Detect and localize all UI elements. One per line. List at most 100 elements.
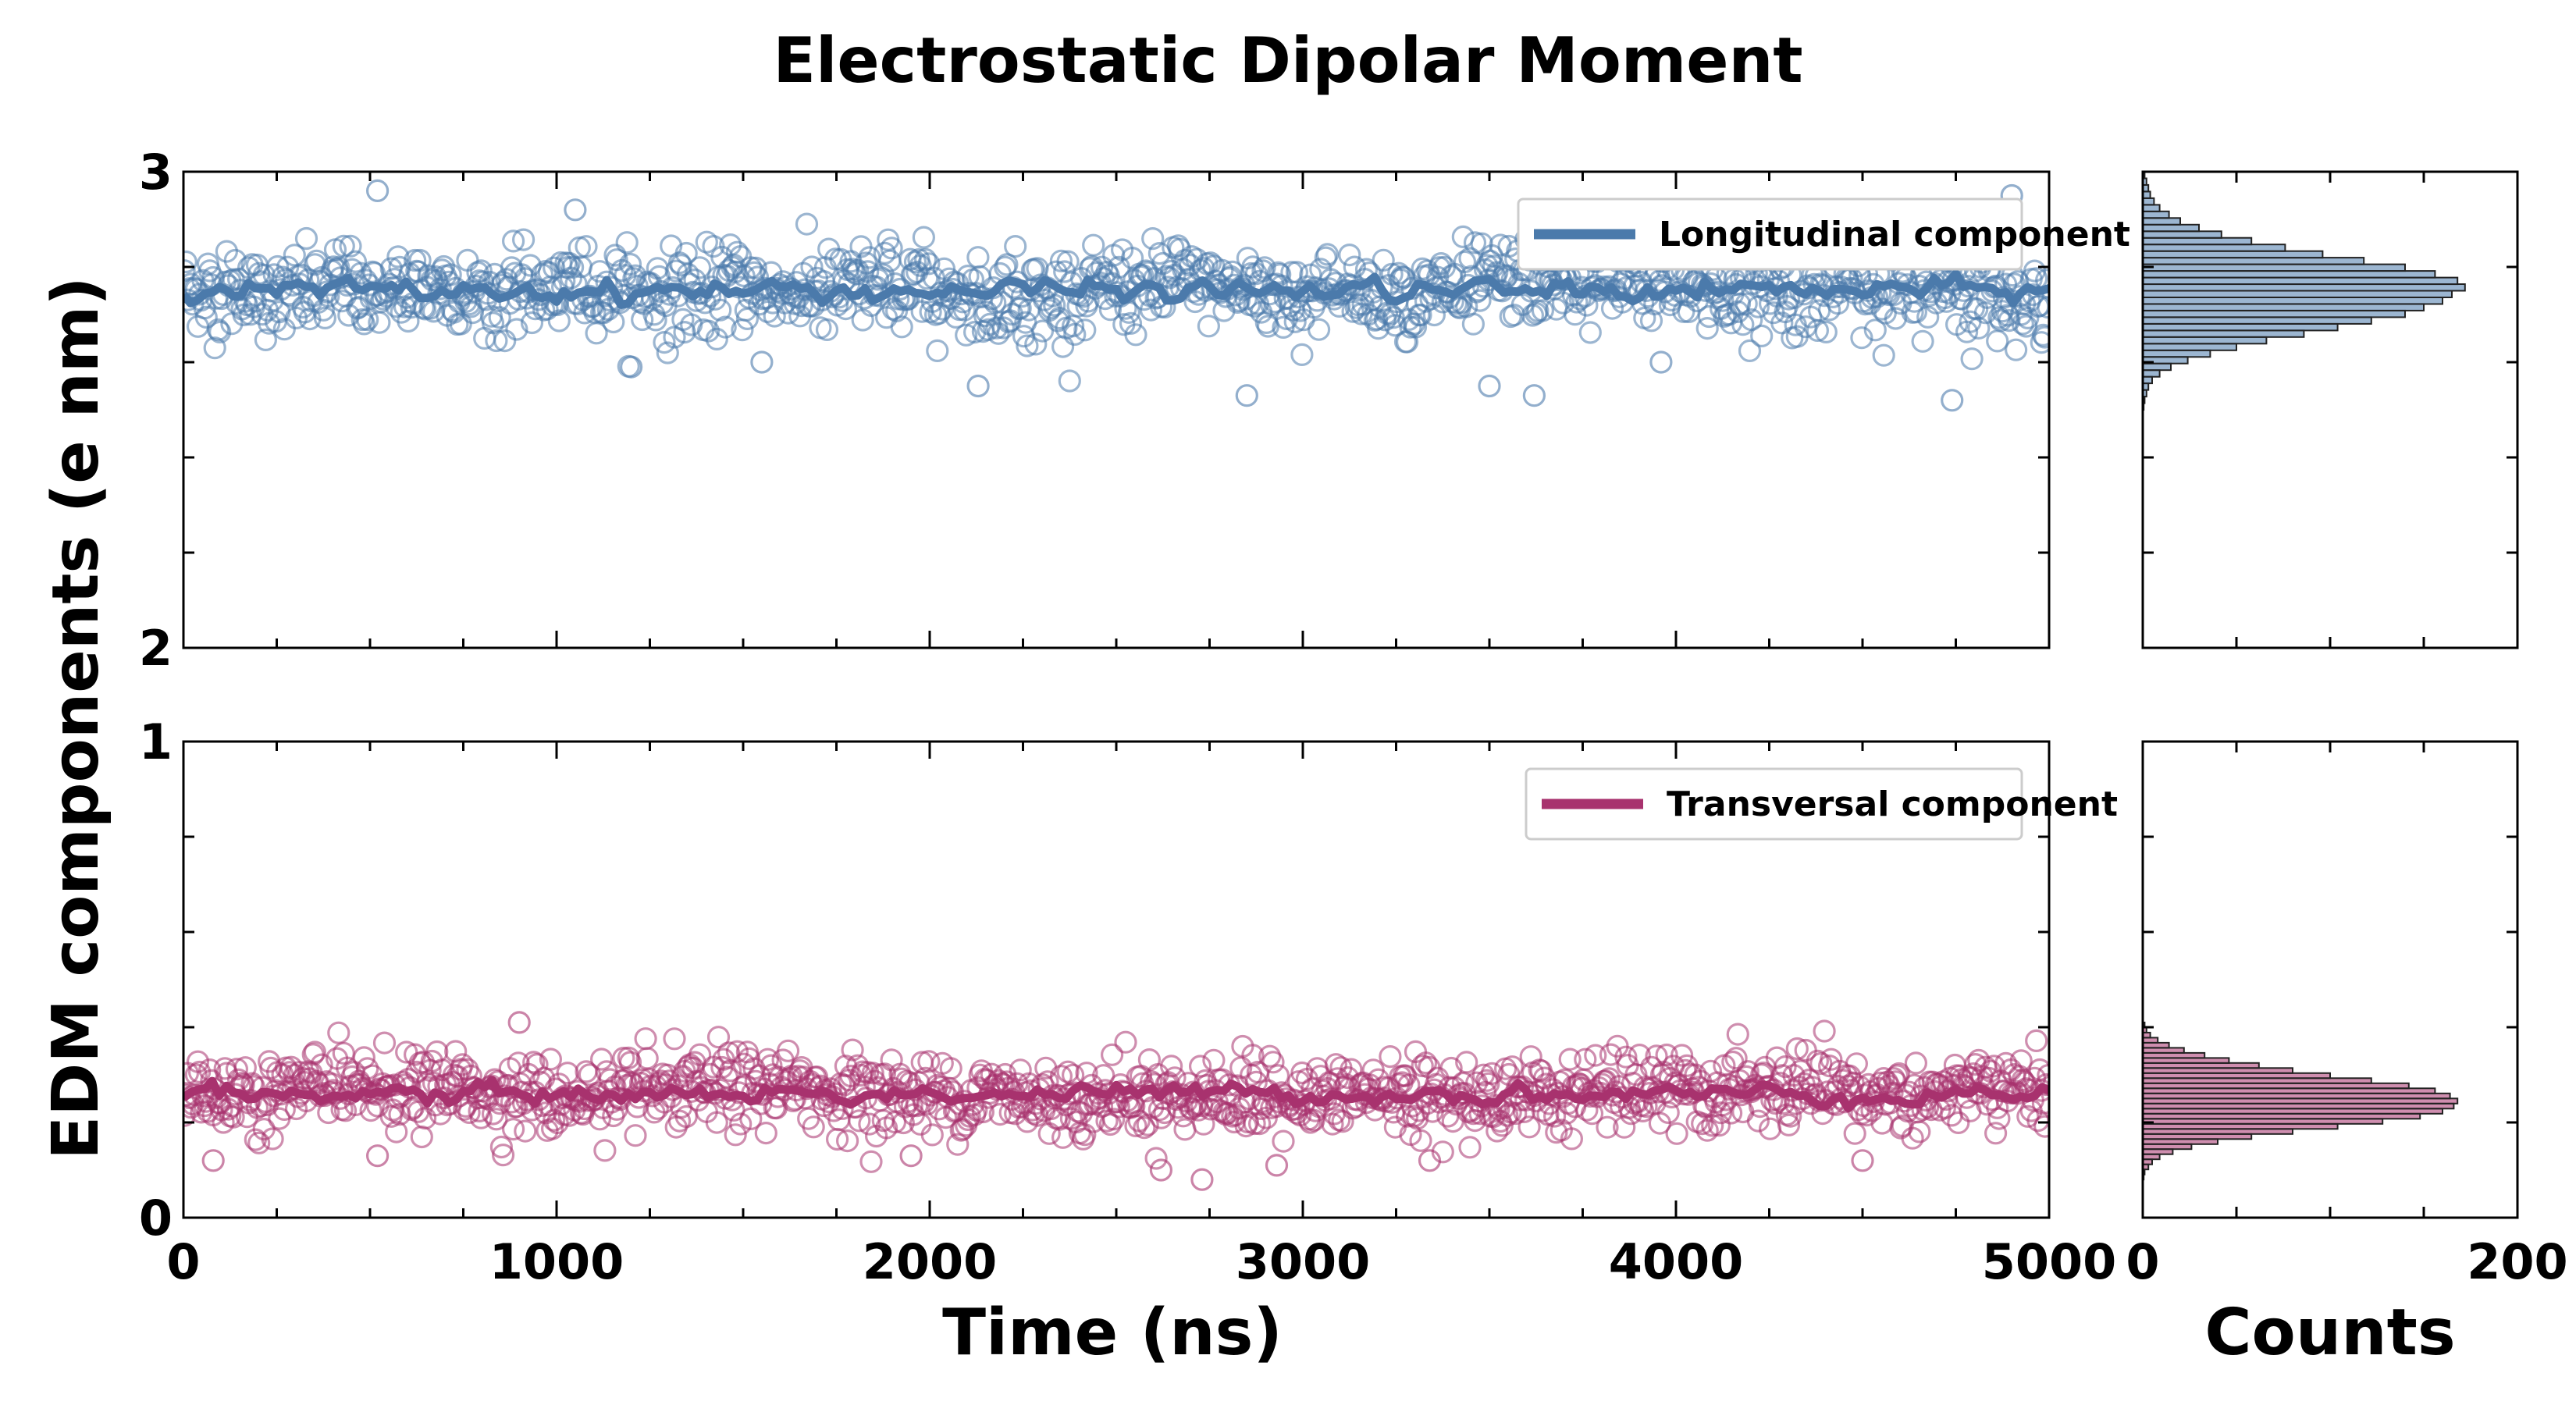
longitudinal-point — [673, 321, 696, 344]
longitudinal-point — [646, 257, 669, 280]
longitudinal-outlier-point — [1235, 384, 1258, 407]
transversal-point — [920, 1123, 944, 1147]
transversal-point — [1777, 1113, 1801, 1136]
longitudinal-point — [1404, 315, 1428, 339]
transversal-point — [1813, 1019, 1836, 1043]
longitudinal-point — [1073, 318, 1097, 342]
y-tick-label: 1 — [139, 713, 173, 770]
transversal-point — [1885, 1064, 1909, 1087]
transversal-point — [858, 1112, 881, 1136]
transversal-point — [1628, 1043, 1651, 1067]
transversal-point — [556, 1062, 579, 1085]
longitudinal-outlier-point — [1649, 350, 1673, 374]
transversal-point — [593, 1139, 617, 1162]
transversal-point — [859, 1150, 883, 1173]
transversal-point — [589, 1048, 614, 1071]
transversal-point — [1409, 1129, 1432, 1152]
transversal-outlier-point — [899, 1144, 923, 1168]
transversal-point — [525, 1053, 549, 1076]
longitudinal-hist-bar — [2142, 336, 2268, 345]
longitudinal-point — [966, 246, 990, 269]
transversal-point — [1477, 1072, 1500, 1095]
transversal-point — [1192, 1112, 1215, 1136]
transversal-point — [1691, 1112, 1714, 1136]
transversal-point — [1100, 1043, 1124, 1066]
transversal-point — [410, 1125, 433, 1149]
longitudinal-point — [1051, 335, 1075, 358]
longitudinal-point — [439, 263, 462, 286]
transversal-point — [1947, 1111, 1970, 1135]
transversal-point — [1710, 1101, 1733, 1125]
longitudinal-point — [1283, 310, 1307, 333]
transversal-point — [1414, 1051, 1438, 1075]
longitudinal-point — [1024, 333, 1048, 356]
longitudinal-hist-bar — [2142, 230, 2222, 239]
longitudinal-point — [1911, 329, 1934, 353]
longitudinal-point — [1139, 298, 1163, 322]
transversal-point — [1982, 1055, 2005, 1078]
transversal-point — [634, 1027, 657, 1051]
transversal-point — [491, 1144, 515, 1167]
longitudinal-point — [560, 255, 585, 279]
transversal-point — [1809, 1051, 1833, 1076]
longitudinal-hist-bar — [2142, 283, 2466, 292]
longitudinal-hist-bar — [2142, 217, 2181, 226]
longitudinal-point — [709, 298, 732, 322]
longitudinal-outlier-point — [1478, 374, 1501, 398]
longitudinal-point — [349, 261, 372, 285]
transversal-point — [1711, 1094, 1735, 1117]
transversal-point — [2016, 1104, 2040, 1128]
longitudinal-point — [1578, 321, 1602, 344]
longitudinal-point — [2005, 338, 2028, 361]
transversal-point — [1870, 1112, 1894, 1135]
transversal-point — [1455, 1051, 1478, 1074]
longitudinal-point — [208, 320, 232, 343]
transversal-point — [588, 1108, 612, 1131]
longitudinal-point — [206, 318, 230, 342]
longitudinal-point — [713, 315, 737, 339]
transversal-point — [1496, 1104, 1519, 1127]
longitudinal-point — [352, 312, 375, 336]
legend-transversal: Transversal component — [1525, 767, 2118, 841]
transversal-point — [1901, 1126, 1924, 1150]
longitudinal-point — [1409, 304, 1432, 327]
longitudinal-point — [747, 293, 771, 316]
longitudinal-hist-bar — [2142, 257, 2365, 265]
transversal-point — [225, 1058, 248, 1081]
longitudinal-outlier-point — [1941, 389, 1964, 412]
legend-longitudinal-label: Longitudinal component — [1659, 215, 2130, 254]
longitudinal-point — [1124, 323, 1147, 347]
transversal-outlier-point — [1190, 1168, 1214, 1191]
transversal-point — [1026, 1104, 1049, 1127]
transversal-point — [1843, 1122, 1866, 1145]
longitudinal-point — [356, 308, 379, 332]
transversal-point — [1458, 1136, 1482, 1159]
longitudinal-point — [1521, 304, 1545, 327]
longitudinal-point — [615, 231, 639, 254]
longitudinal-point — [1076, 290, 1100, 313]
transversal-point — [1393, 1064, 1418, 1087]
longitudinal-outlier-point — [564, 198, 587, 222]
longitudinal-hist-bar — [2142, 349, 2211, 358]
longitudinal-point — [1814, 320, 1838, 343]
transversal-point — [1695, 1119, 1719, 1142]
longitudinal-hist-bar — [2142, 322, 2339, 332]
longitudinal-point — [1461, 312, 1485, 336]
longitudinal-hist-bar — [2142, 297, 2443, 305]
longitudinal-point — [1004, 235, 1027, 258]
longitudinal-hist-bar — [2142, 329, 2305, 338]
longitudinal-point — [311, 298, 335, 322]
longitudinal-point — [890, 315, 913, 339]
transversal-point — [1699, 1059, 1723, 1083]
transversal-point — [1785, 1037, 1809, 1061]
longitudinal-point — [1117, 301, 1140, 324]
longitudinal-hist-bar — [2142, 210, 2170, 219]
transversal-point — [322, 1079, 345, 1102]
transversal-point — [372, 1031, 397, 1055]
longitudinal-point — [1453, 250, 1477, 273]
transversal-point — [522, 1051, 546, 1074]
transversal-point — [1173, 1118, 1197, 1141]
transversal-point — [1820, 1048, 1843, 1071]
y-tick-label: 3 — [139, 144, 173, 201]
